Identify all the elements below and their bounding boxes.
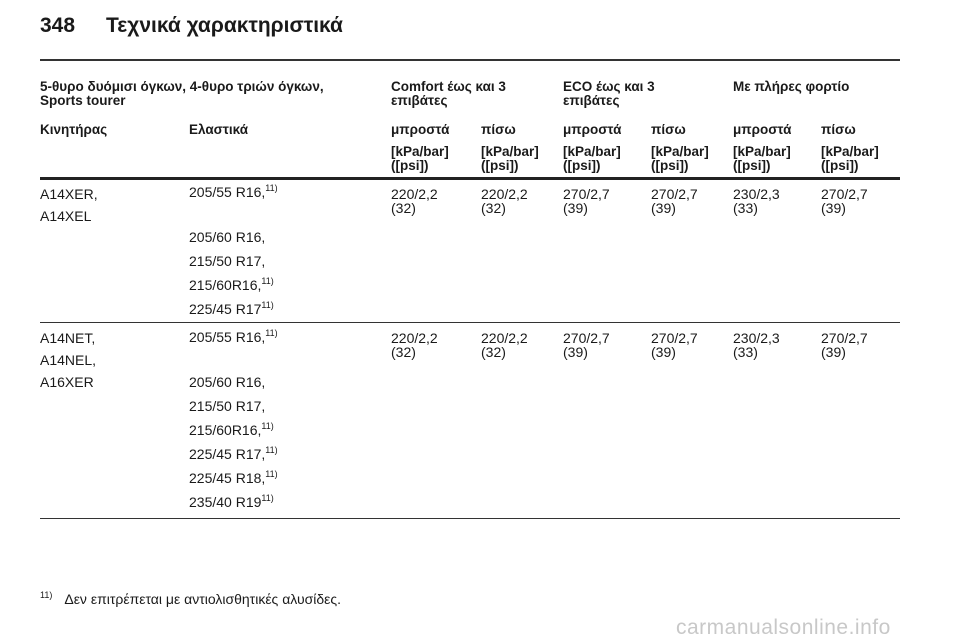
pressure-cell: 230/2,3 (33): [733, 186, 780, 216]
header-eco-front: μπροστά: [563, 122, 622, 137]
unit-header: [kPa/bar] ([psi]): [733, 144, 791, 173]
pressure-cell: 270/2,7 (39): [821, 186, 868, 216]
footnote-mark: 11): [40, 590, 53, 600]
header-full-load: Με πλήρες φορτίο: [733, 79, 850, 94]
header-tires: Ελαστικά: [189, 122, 249, 137]
pressure-cell: 220/2,2 (32): [481, 186, 528, 216]
tire-size: 215/50 R17,: [189, 253, 266, 269]
row-divider: [40, 322, 900, 323]
tire-size: 205/60 R16,: [189, 229, 266, 245]
page-title: Τεχνικά χαρακτηριστικά: [106, 14, 343, 37]
pressure-cell: 270/2,7 (39): [563, 186, 610, 216]
unit-header: [kPa/bar] ([psi]): [821, 144, 879, 173]
pressure-cell: 220/2,2 (32): [481, 330, 528, 360]
pressure-cell: 270/2,7 (39): [563, 330, 610, 360]
table-header-rule: [40, 177, 900, 180]
pressure-cell: 270/2,7 (39): [651, 186, 698, 216]
tire-size: 215/50 R17,: [189, 398, 266, 414]
tire-size: 205/55 R16,11): [189, 328, 278, 346]
header-full-front: μπροστά: [733, 122, 792, 137]
page-header: 348 Τεχνικά χαρακτηριστικά: [40, 14, 343, 38]
tire-size: 225/45 R18,11): [189, 469, 278, 487]
header-comfort-rear: πίσω: [481, 122, 516, 137]
footnote: 11) Δεν επιτρέπεται με αντιολισθητικές αλ…: [40, 590, 342, 608]
tire-size: 205/60 R16,: [189, 374, 266, 390]
watermark: carmanualsonline.info: [676, 616, 891, 639]
row1-engines: A14XER, A14XEL: [40, 186, 98, 224]
pressure-cell: 230/2,3 (33): [733, 330, 780, 360]
unit-header: [kPa/bar] ([psi]): [563, 144, 621, 173]
header-comfort-front: μπροστά: [391, 122, 450, 137]
unit-header: [kPa/bar] ([psi]): [391, 144, 449, 173]
header-engine: Κινητήρας: [40, 122, 108, 137]
tire-size: 205/55 R16,11): [189, 183, 278, 201]
page-number: 348: [40, 14, 76, 37]
footnote-text: Δεν επιτρέπεται με αντιολισθητικές αλυσί…: [64, 591, 342, 607]
header-vehicle-group: 5-θυρο δυόμισι όγκων, 4-θυρο τριών όγκων…: [40, 79, 324, 108]
pressure-cell: 220/2,2 (32): [391, 330, 438, 360]
unit-header: [kPa/bar] ([psi]): [651, 144, 709, 173]
tire-size: 225/45 R1711): [189, 300, 274, 318]
header-eco: ECO έως και 3 επιβάτες: [563, 79, 655, 108]
unit-header: [kPa/bar] ([psi]): [481, 144, 539, 173]
header-rule: [40, 59, 900, 61]
pressure-cell: 270/2,7 (39): [821, 330, 868, 360]
tire-size: 225/45 R17,11): [189, 445, 278, 463]
header-eco-rear: πίσω: [651, 122, 686, 137]
tire-size: 215/60R16,11): [189, 276, 274, 294]
header-comfort: Comfort έως και 3 επιβάτες: [391, 79, 506, 108]
table-bottom-rule: [40, 518, 900, 519]
row2-tires: 205/55 R16,11) 205/60 R16, 215/50 R17, 2…: [189, 329, 278, 518]
header-full-rear: πίσω: [821, 122, 856, 137]
tire-size: 215/60R16,11): [189, 421, 274, 439]
row2-engines: A14NET, A14NEL, A16XER: [40, 330, 97, 390]
pressure-cell: 220/2,2 (32): [391, 186, 438, 216]
row1-tires: 205/55 R16,11) 205/60 R16, 215/50 R17, 2…: [189, 184, 278, 325]
pressure-cell: 270/2,7 (39): [651, 330, 698, 360]
tire-size: 235/40 R1911): [189, 493, 274, 511]
